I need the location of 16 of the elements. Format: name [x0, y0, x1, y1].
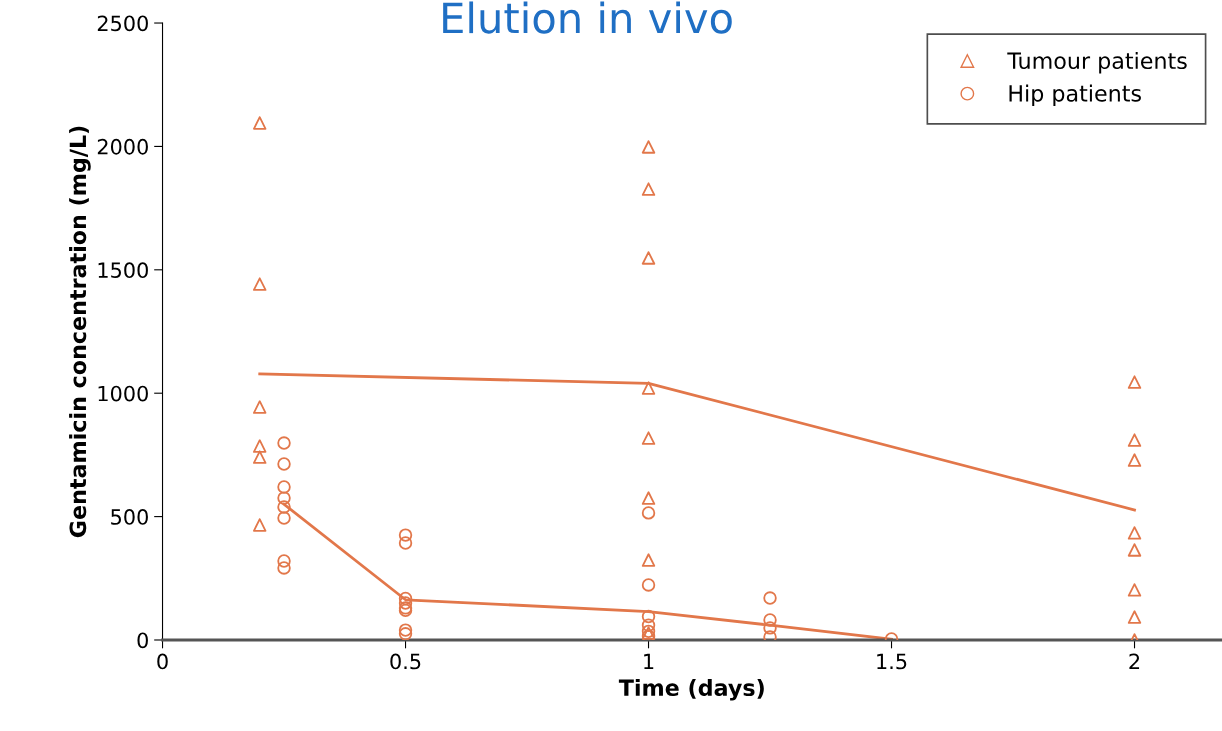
y-tick-label: 2500: [97, 15, 148, 32]
x-tick-label: 1.5: [877, 653, 907, 670]
chart-title: Elution in vivo: [443, 1, 732, 34]
legend-label: Hip patients: [1009, 84, 1141, 107]
y-tick-label: 0: [137, 632, 148, 649]
y-tick-label: 2000: [97, 138, 148, 155]
x-tick-label: 2: [1129, 653, 1140, 670]
y-tick-label: 1000: [98, 385, 148, 402]
x-tick-label: 1: [644, 653, 654, 670]
x-axis-title: Time (days): [618, 678, 764, 701]
y-tick-label: 500: [111, 509, 148, 525]
legend-label: Tumour patients: [1007, 51, 1187, 74]
y-axis-title: Gentamicin concentration (mg/L): [69, 126, 91, 538]
x-tick-label: 0: [157, 653, 168, 670]
y-tick-label: 1500: [98, 262, 148, 279]
x-tick-label: 0.5: [390, 653, 421, 670]
